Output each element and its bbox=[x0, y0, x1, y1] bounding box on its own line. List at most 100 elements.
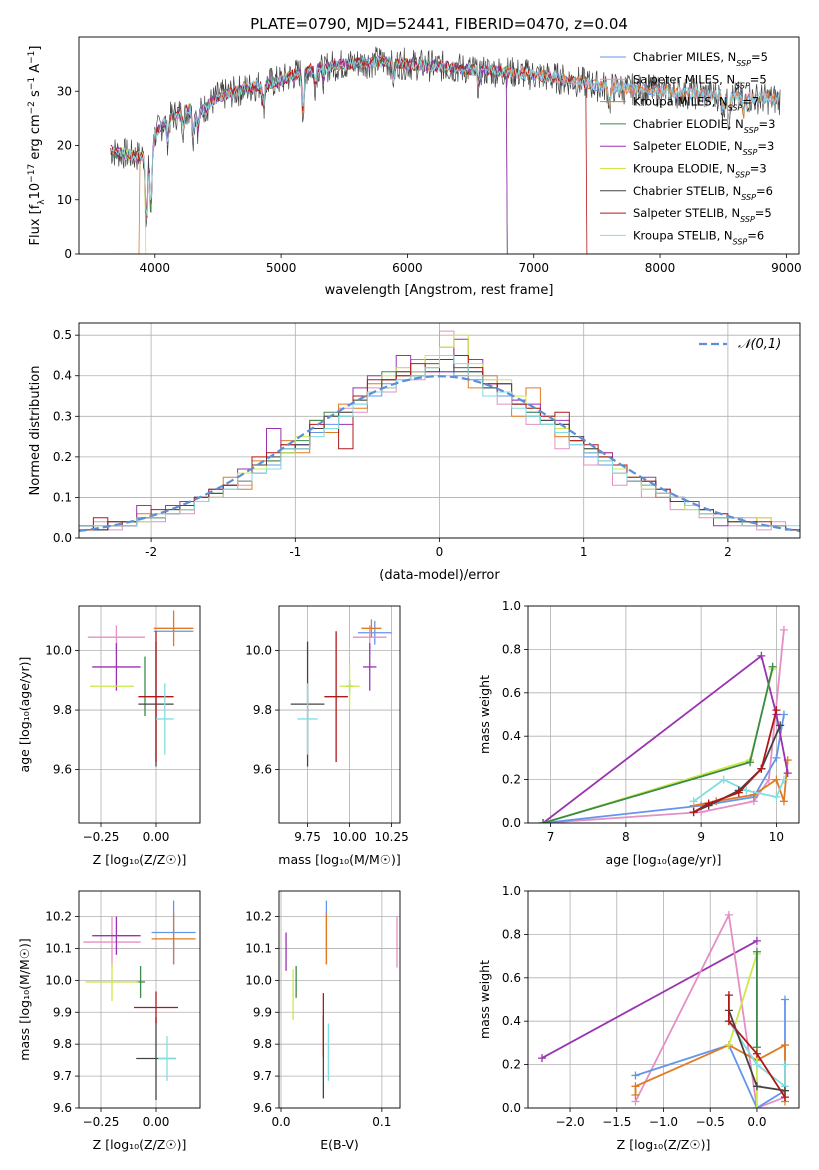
weight-line-salpeter-elodie bbox=[541, 940, 758, 1059]
x-tick-label: 8 bbox=[622, 830, 630, 844]
weight-marker bbox=[772, 792, 781, 801]
weight-marker bbox=[764, 775, 773, 784]
spectrum-ylabel: Flux [fλ10−17 erg cm−2 s−1 A−1] bbox=[27, 46, 47, 246]
y-tick-label: 1.0 bbox=[502, 599, 521, 613]
mass_weight_vs_Z-ylabel: mass weight bbox=[477, 960, 492, 1039]
y-tick-label: 9.8 bbox=[253, 703, 272, 717]
errorbar-point bbox=[153, 610, 194, 647]
x-tick-label: 0 bbox=[436, 545, 444, 559]
weight-marker bbox=[779, 797, 788, 806]
mass_vs_EBV-frame bbox=[278, 890, 401, 1109]
residuals-xlabel: (data-model)/error bbox=[379, 568, 500, 583]
legend-entry: Chabrier ELODIE, NSSP=3 bbox=[633, 117, 775, 134]
weight-marker bbox=[780, 995, 789, 1004]
y-tick-label: 9.9 bbox=[53, 1005, 72, 1019]
mass_weight_vs_age-ylabel: mass weight bbox=[477, 675, 492, 754]
weight-marker bbox=[779, 625, 788, 634]
errorbar-point bbox=[151, 913, 196, 965]
weight-line-salpeter-miles bbox=[634, 911, 786, 1108]
weight-marker bbox=[719, 775, 728, 784]
errorbar-point bbox=[92, 643, 141, 691]
y-tick-label: 0.5 bbox=[53, 328, 72, 342]
weight-marker bbox=[757, 651, 766, 660]
spectrum-line-kroupa-miles bbox=[110, 56, 780, 254]
x-tick-label: 5000 bbox=[266, 261, 297, 275]
legend-entry: Kroupa ELODIE, NSSP=3 bbox=[633, 162, 767, 180]
age_vs_Z-ylabel: age [log₁₀(age/yr)] bbox=[17, 657, 32, 773]
y-tick-label: 0.4 bbox=[502, 1014, 521, 1028]
x-tick-label: 9000 bbox=[771, 261, 802, 275]
y-tick-label: 9.9 bbox=[253, 1005, 272, 1019]
x-tick-label: 10 bbox=[769, 830, 784, 844]
residuals-frame bbox=[78, 322, 801, 539]
residuals-ylabel: Normed distribution bbox=[28, 366, 43, 496]
x-tick-label: -1 bbox=[289, 545, 301, 559]
spectrum-line-kroupa-stelib bbox=[110, 55, 780, 216]
y-tick-label: 0.2 bbox=[502, 1058, 521, 1072]
x-tick-label: 0.00 bbox=[143, 830, 170, 844]
y-tick-label: 0.3 bbox=[53, 409, 72, 423]
age_vs_mass-xlabel: mass [log₁₀(M/M☉)] bbox=[278, 852, 400, 867]
y-tick-label: 10.0 bbox=[245, 644, 272, 658]
mass_weight_vs_Z-xlabel: Z [log₁₀(Z/Z☉)] bbox=[617, 1137, 711, 1152]
residual-histograms bbox=[79, 330, 800, 532]
mass_weight_vs_age-xlabel: age [log₁₀(age/yr)] bbox=[606, 852, 722, 867]
y-tick-label: 9.8 bbox=[53, 703, 72, 717]
weight-marker bbox=[689, 808, 698, 817]
y-tick-label: 9.7 bbox=[53, 1069, 72, 1083]
histogram-kroupa-stelib bbox=[79, 355, 800, 527]
x-tick-label: −2.0 bbox=[555, 1115, 584, 1129]
weight-marker bbox=[704, 799, 713, 808]
x-tick-label: 0.1 bbox=[372, 1115, 391, 1129]
y-tick-label: 9.6 bbox=[253, 1101, 272, 1115]
weight-marker bbox=[631, 1071, 640, 1080]
weight-marker bbox=[757, 764, 766, 773]
errorbar-point bbox=[85, 962, 139, 1002]
weight-marker bbox=[772, 706, 781, 715]
weight-marker bbox=[752, 947, 761, 956]
x-tick-label: 8000 bbox=[645, 261, 676, 275]
x-tick-label: 0.0 bbox=[271, 1115, 290, 1129]
y-tick-label: 0.2 bbox=[53, 450, 72, 464]
legend-entry: Salpeter STELIB, NSSP=5 bbox=[633, 206, 772, 224]
weight-marker bbox=[780, 1093, 789, 1102]
lines-mass_weight_vs_age bbox=[539, 625, 792, 823]
weight-marker bbox=[772, 775, 781, 784]
y-tick-label: 0.1 bbox=[53, 490, 72, 504]
legend-entry: Chabrier STELIB, NSSP=6 bbox=[633, 184, 773, 202]
legend-entry: Chabrier MILES, NSSP=5 bbox=[633, 50, 768, 68]
axes-spectrum bbox=[75, 90, 787, 258]
errorbars-age_vs_Z bbox=[87, 610, 194, 767]
y-tick-label: 9.6 bbox=[53, 762, 72, 776]
errorbars-age_vs_mass bbox=[290, 619, 392, 767]
gaussian-curve bbox=[79, 375, 800, 532]
y-tick-label: 0 bbox=[64, 247, 72, 261]
weight-marker bbox=[752, 1104, 761, 1108]
y-tick-label: 10.0 bbox=[45, 644, 72, 658]
y-tick-label: 0.6 bbox=[502, 971, 521, 985]
spectrum-lines bbox=[110, 46, 781, 254]
age_vs_Z-xlabel: Z [log₁₀(Z/Z☉)] bbox=[93, 852, 187, 867]
x-tick-label: −1.0 bbox=[649, 1115, 678, 1129]
weight-marker bbox=[724, 1017, 733, 1026]
legend-entry: Salpeter MILES, NSSP=5 bbox=[633, 72, 767, 90]
weight-marker bbox=[768, 662, 777, 671]
x-tick-label: −0.25 bbox=[83, 830, 120, 844]
x-tick-label: −0.25 bbox=[83, 1115, 120, 1129]
weight-marker bbox=[724, 991, 733, 1000]
y-tick-label: 9.6 bbox=[53, 1101, 72, 1115]
y-tick-label: 0.4 bbox=[502, 729, 521, 743]
y-tick-label: 0.0 bbox=[53, 531, 72, 545]
x-tick-label: 2 bbox=[724, 545, 732, 559]
spectrum-line-salpeter-elodie bbox=[110, 55, 779, 254]
x-tick-label: 7000 bbox=[518, 261, 549, 275]
x-tick-label: 4000 bbox=[140, 261, 171, 275]
weight-marker bbox=[772, 753, 781, 762]
y-tick-label: 9.8 bbox=[253, 1037, 272, 1051]
y-tick-label: 9.6 bbox=[253, 762, 272, 776]
axes-age_vs_Z bbox=[75, 606, 200, 827]
errorbars-mass_vs_Z bbox=[83, 900, 196, 1101]
weight-marker bbox=[742, 786, 751, 795]
weight-marker bbox=[783, 769, 792, 778]
